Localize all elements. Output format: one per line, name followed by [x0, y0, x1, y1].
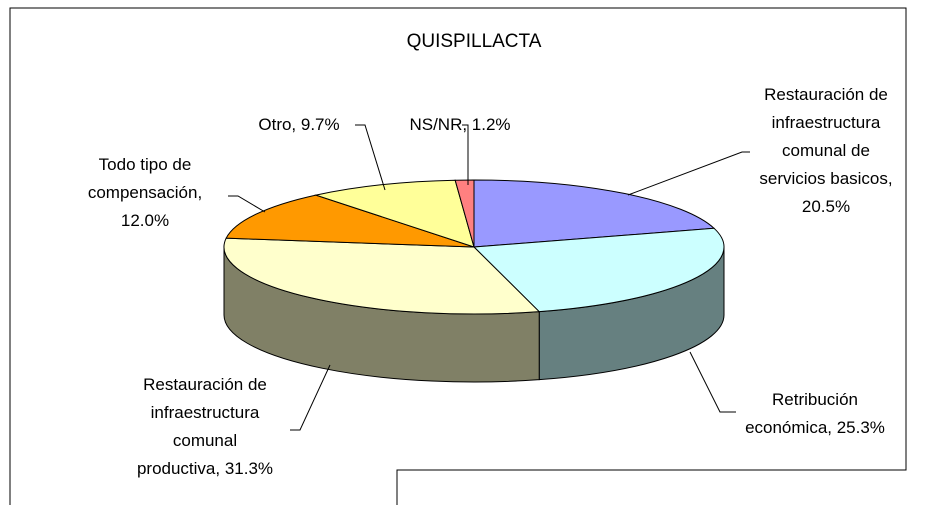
data-label: Restauración de infraestructura comunal … — [136, 375, 274, 478]
pie-slice — [473, 179, 716, 248]
leader-line — [290, 364, 331, 431]
leader-line — [689, 351, 736, 413]
pie-slice — [223, 237, 541, 315]
data-label: Retribución económica, 25.3% — [745, 390, 885, 437]
leader-line — [228, 195, 266, 213]
leader-lines — [228, 124, 750, 431]
leader-line — [462, 124, 469, 185]
pie-slice — [225, 194, 475, 248]
data-label: NS/NR, 1.2% — [409, 115, 511, 134]
pie-slice — [472, 227, 725, 313]
pie-slice — [454, 179, 475, 248]
frame — [9, 7, 907, 505]
data-label: Restauración de infraestructura comunal … — [759, 85, 893, 216]
leader-line — [627, 151, 750, 196]
leader-line — [355, 124, 386, 191]
pie-slice — [313, 179, 475, 248]
pie-tops — [223, 179, 725, 315]
data-label: Todo tipo de compensación, 12.0% — [87, 155, 203, 230]
chart-title: QUISPILLACTA — [407, 31, 542, 52]
pie-sides — [223, 246, 725, 383]
data-label: Otro, 9.7% — [258, 115, 340, 134]
